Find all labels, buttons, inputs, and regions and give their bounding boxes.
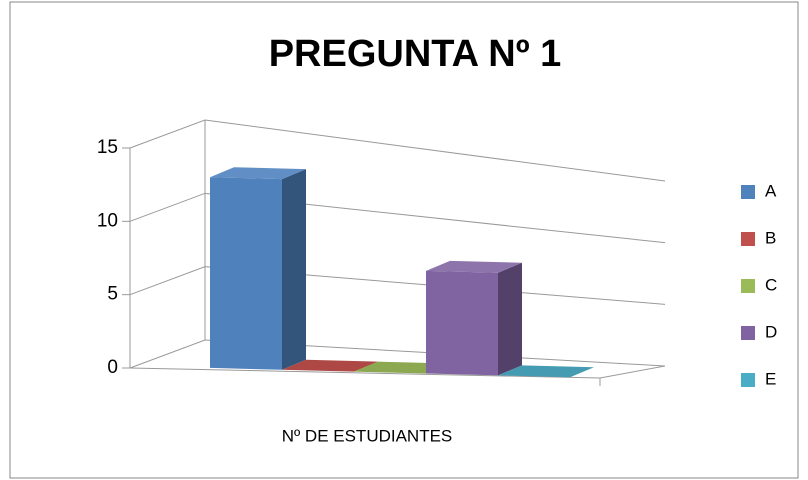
legend-swatch (741, 373, 755, 387)
bar-top (210, 167, 306, 180)
bar-front (426, 270, 498, 376)
y-tick-label: 15 (97, 137, 118, 158)
bar-top (498, 365, 594, 378)
legend-label: A (765, 181, 777, 200)
y-tick-label: 10 (97, 210, 118, 231)
legend-label: E (765, 369, 776, 388)
chart-title: PREGUNTA Nº 1 (269, 33, 562, 75)
grid-line (129, 192, 666, 244)
legend-swatch (741, 185, 755, 199)
legend-swatch (741, 232, 755, 246)
chart-border (9, 1, 799, 479)
x-tick-label: Nº DE ESTUDIANTES (282, 426, 453, 445)
legend-label: D (765, 322, 777, 341)
legend-label: C (765, 275, 777, 294)
grid-line (129, 119, 666, 182)
y-tick-label: 0 (107, 357, 118, 378)
bar-top (426, 260, 522, 273)
bar-front (210, 177, 282, 370)
legend-swatch (741, 279, 755, 293)
bar-side (282, 169, 306, 370)
bar-side (498, 262, 522, 376)
legend-swatch (741, 326, 755, 340)
bar-top (282, 359, 378, 372)
legend-label: B (765, 228, 776, 247)
y-tick-label: 5 (107, 284, 118, 305)
